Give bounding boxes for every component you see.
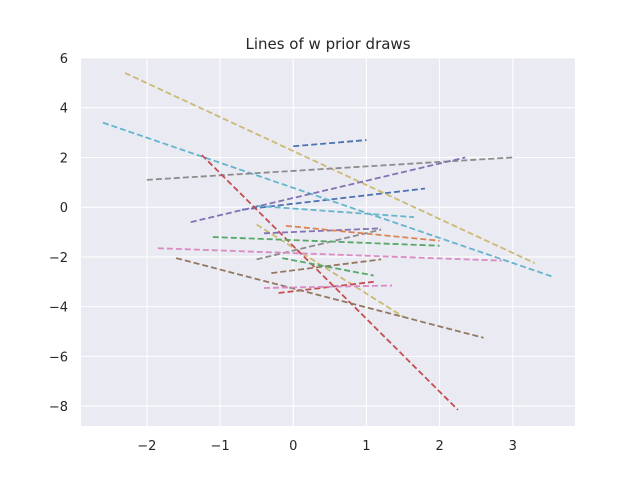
- series-lines: [102, 72, 554, 411]
- series-line-10: [263, 227, 382, 235]
- series-line-11: [201, 154, 459, 411]
- series-line-13: [175, 257, 484, 339]
- x-tick-label: −2: [137, 439, 156, 454]
- series-line-2: [241, 187, 426, 211]
- y-tick-label: −6: [49, 350, 68, 365]
- y-tick-label: −2: [49, 251, 68, 266]
- chart-title: Lines of w prior draws: [245, 35, 410, 53]
- series-line-14: [271, 258, 382, 274]
- series-line-19: [285, 224, 440, 242]
- y-tick-label: 0: [60, 201, 68, 216]
- grid-lines: [81, 57, 575, 426]
- x-tick-label: 3: [509, 439, 517, 454]
- series-line-6: [256, 205, 415, 219]
- x-tick-label: 1: [362, 439, 370, 454]
- y-tick-label: −8: [49, 400, 68, 415]
- series-line-8: [256, 228, 382, 261]
- series-line-1: [293, 139, 367, 148]
- y-tick-label: −4: [49, 301, 68, 316]
- series-line-7: [146, 156, 513, 181]
- series-line-17: [212, 236, 440, 247]
- series-line-15: [157, 247, 502, 262]
- x-axis-ticks: −2 −1 0 1 2 3: [137, 439, 517, 454]
- y-tick-label: 4: [60, 102, 68, 117]
- x-tick-label: 0: [289, 439, 297, 454]
- series-line-18: [282, 257, 374, 277]
- series-line-5: [102, 121, 554, 278]
- y-axis-ticks: −8 −6 −4 −2 0 2 4 6: [49, 52, 68, 415]
- x-tick-label: −1: [210, 439, 229, 454]
- series-line-16: [263, 284, 393, 289]
- series-line-9: [190, 156, 466, 223]
- y-tick-label: 2: [60, 151, 68, 166]
- y-tick-label: 6: [60, 52, 68, 67]
- series-line-12: [278, 280, 374, 294]
- x-tick-label: 2: [435, 439, 443, 454]
